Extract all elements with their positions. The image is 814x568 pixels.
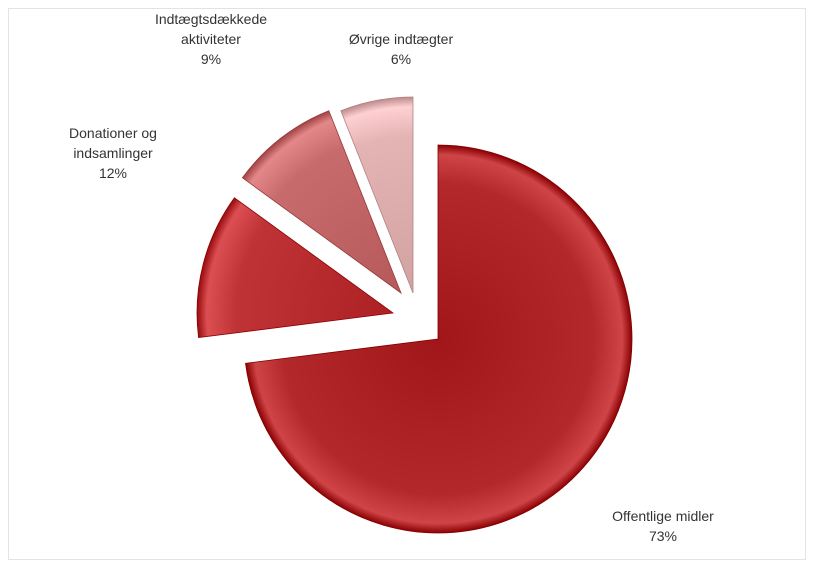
slice-value-label: 6% [391, 51, 411, 67]
slice-category-label: Øvrige indtægter [349, 31, 454, 47]
slice-category-label: Donationer og [69, 125, 157, 141]
slice-value-label: 12% [99, 165, 127, 181]
slice-category-label: Indtægtsdækkede [155, 11, 267, 27]
pie-slice [340, 96, 414, 294]
slice-category-label: aktiviteter [181, 31, 241, 47]
slice-value-label: 73% [649, 528, 677, 544]
slice-value-label: 9% [201, 51, 221, 67]
pie-slice [241, 110, 402, 295]
pie-slice [196, 197, 395, 339]
slice-category-label: Offentlige midler [612, 508, 714, 524]
pie-slice [245, 144, 633, 534]
slice-category-label: indsamlinger [73, 145, 153, 161]
